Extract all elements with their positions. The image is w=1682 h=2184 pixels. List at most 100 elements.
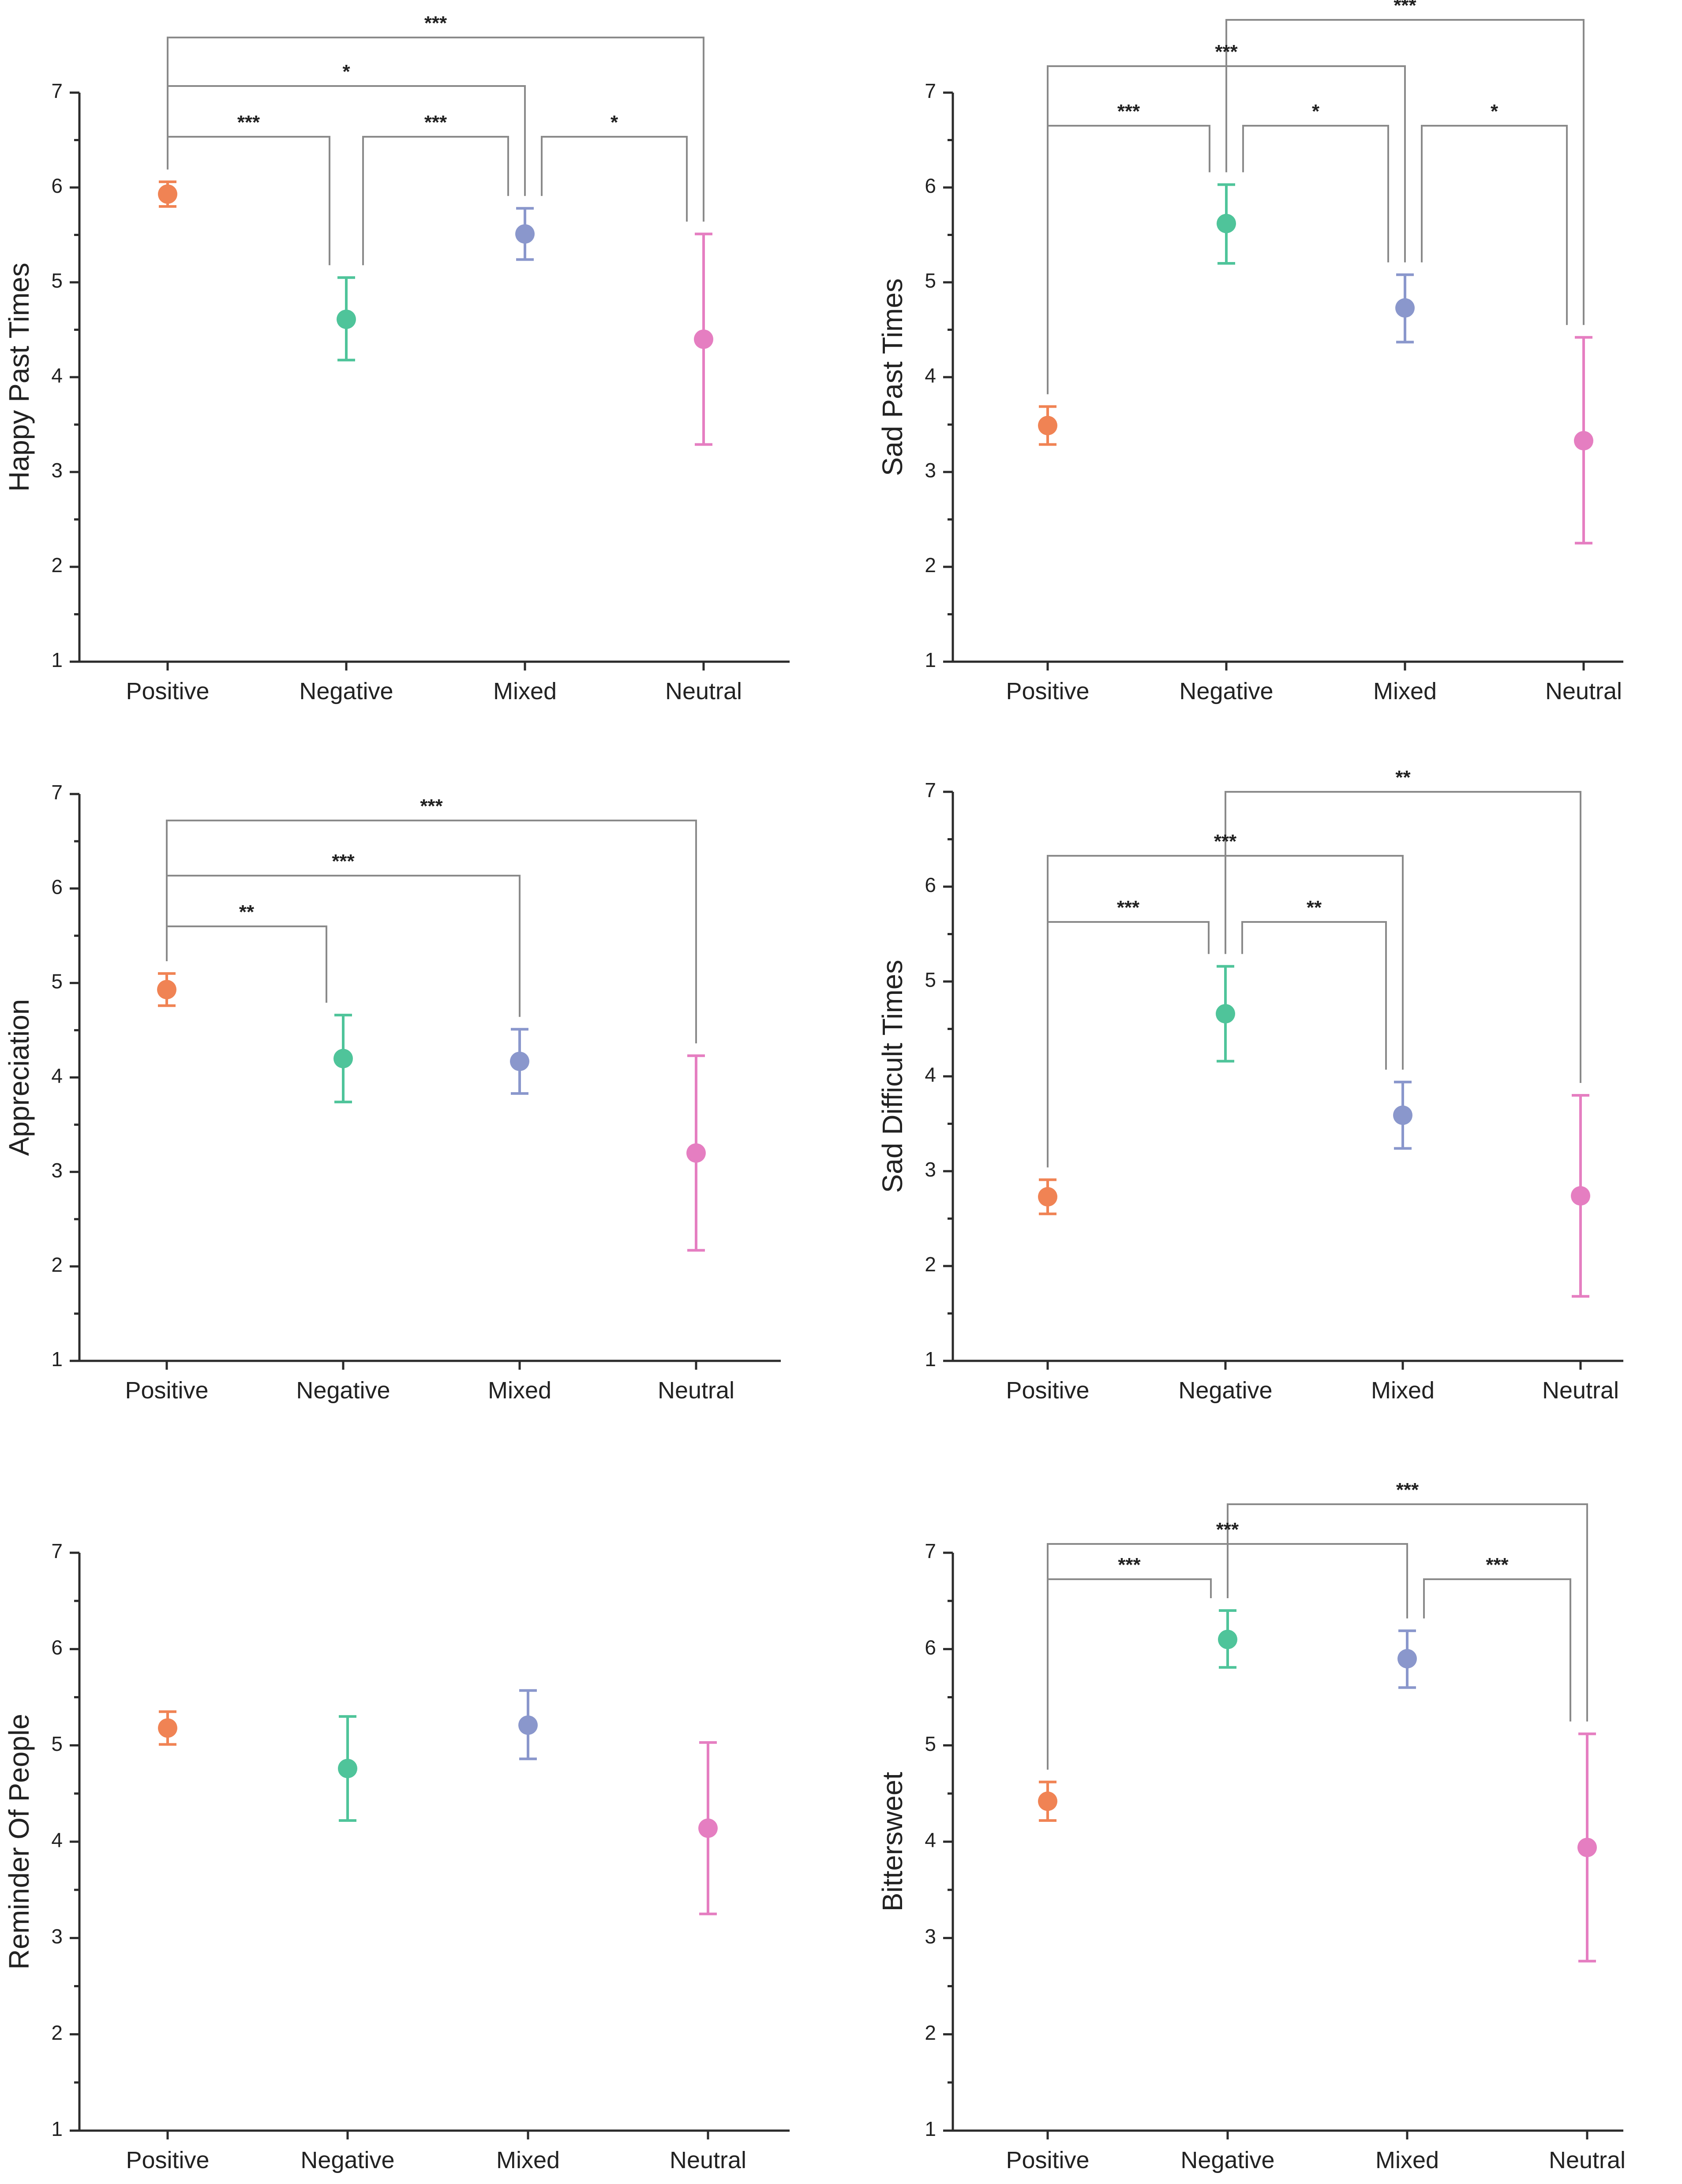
y-tick-label: 6	[925, 174, 936, 197]
y-tick-label: 3	[925, 459, 936, 482]
significance-label: ***	[424, 12, 447, 34]
data-point	[1397, 1649, 1417, 1669]
x-tick-label: Negative	[1178, 1377, 1272, 1404]
x-tick-label: Neutral	[658, 1377, 734, 1404]
chart-panel-3: 1 2 3 4 5 6 7 Positive Negative Mixed Neutral Appre…	[3, 781, 781, 1404]
y-tick-label: 1	[51, 2117, 63, 2140]
significance-label: ***	[332, 850, 355, 872]
x-tick-label: Negative	[1180, 2147, 1274, 2173]
y-tick-label: 3	[51, 1925, 63, 1948]
y-tick-label: 4	[51, 1064, 63, 1087]
data-point	[337, 309, 356, 329]
y-tick-label: 2	[51, 1253, 63, 1276]
significance-bracket	[1225, 19, 1585, 325]
data-point	[158, 184, 177, 204]
x-tick-label: Positive	[126, 2147, 209, 2173]
significance-label: ***	[1117, 101, 1140, 122]
y-tick-label: 5	[925, 968, 936, 991]
x-tick-label: Neutral	[670, 2147, 746, 2173]
y-axis-label: Bittersweet	[877, 1772, 908, 1912]
y-tick-label: 5	[51, 1732, 63, 1755]
significance-bracket	[1047, 125, 1210, 394]
y-tick-label: 1	[925, 1348, 936, 1371]
data-point	[1216, 1004, 1235, 1024]
significance-label: ***	[1215, 41, 1238, 63]
x-tick-label: Neutral	[1549, 2147, 1626, 2173]
significance-bracket	[1225, 791, 1581, 1083]
y-tick-label: 7	[51, 79, 63, 102]
data-point	[1217, 214, 1236, 233]
y-tick-label: 5	[51, 970, 63, 993]
y-tick-label: 3	[51, 459, 63, 482]
y-tick-label: 6	[925, 1636, 936, 1659]
data-point	[1574, 431, 1593, 451]
y-axis-label: Happy Past Times	[3, 262, 35, 491]
chart-panel-2: 1 2 3 4 5 6 7 Positive Negative Mixed Neutral Sad P…	[877, 0, 1623, 704]
data-point	[694, 330, 713, 349]
significance-bracket	[1047, 1578, 1212, 1770]
x-tick-label: Neutral	[1545, 678, 1622, 704]
y-tick-label: 6	[51, 1636, 63, 1659]
significance-label: *	[1312, 101, 1320, 122]
data-point	[338, 1759, 357, 1779]
data-point	[158, 1718, 177, 1738]
data-point	[698, 1818, 718, 1838]
significance-bracket	[1241, 921, 1387, 1070]
x-tick-label: Positive	[1006, 1377, 1089, 1404]
significance-label: ***	[424, 112, 447, 133]
x-tick-label: Mixed	[1371, 1377, 1435, 1404]
y-tick-label: 6	[51, 174, 63, 197]
y-tick-label: 4	[51, 1828, 63, 1851]
y-tick-label: 2	[925, 2021, 936, 2044]
significance-label: ***	[1117, 897, 1140, 918]
data-point	[1038, 1187, 1057, 1207]
significance-label: **	[1307, 897, 1322, 918]
y-tick-label: 6	[51, 875, 63, 898]
data-point	[1571, 1186, 1590, 1206]
significance-bracket	[166, 925, 327, 1003]
y-tick-label: 7	[51, 1540, 63, 1562]
x-tick-label: Mixed	[1375, 2147, 1439, 2173]
significance-label: ***	[1214, 831, 1237, 852]
chart-panel-4: 1 2 3 4 5 6 7 Positive Negative Mixed Neutral Sad D…	[877, 767, 1623, 1404]
y-tick-label: 2	[925, 554, 936, 577]
y-axis-label: Sad Difficult Times	[877, 960, 908, 1193]
x-tick-label: Positive	[1006, 2147, 1089, 2173]
y-tick-label: 2	[51, 554, 63, 577]
data-point	[515, 224, 535, 244]
x-tick-label: Positive	[125, 1377, 208, 1404]
significance-bracket	[167, 85, 526, 196]
significance-label: ***	[420, 795, 443, 817]
y-tick-label: 3	[925, 1925, 936, 1948]
x-tick-label: Mixed	[496, 2147, 560, 2173]
x-tick-label: Mixed	[488, 1377, 551, 1404]
data-point	[1395, 298, 1415, 318]
significance-label: ***	[1486, 1554, 1509, 1576]
data-point	[1393, 1105, 1412, 1125]
chart-panel-5: 1 2 3 4 5 6 7 Positive Negative Mixed Neutral Remin…	[3, 1540, 790, 2173]
x-tick-label: Positive	[1006, 678, 1089, 704]
y-tick-label: 7	[925, 1540, 936, 1562]
significance-bracket	[166, 875, 521, 1017]
significance-label: ***	[1216, 1519, 1239, 1540]
data-point	[1038, 1791, 1057, 1811]
y-tick-label: 7	[51, 781, 63, 804]
y-tick-label: 1	[51, 1348, 63, 1371]
y-tick-label: 7	[925, 79, 936, 102]
significance-bracket	[541, 136, 688, 222]
y-tick-label: 7	[925, 779, 936, 802]
y-tick-label: 4	[51, 364, 63, 387]
significance-bracket	[1421, 125, 1568, 325]
data-point	[1577, 1838, 1597, 1858]
significance-bracket	[167, 136, 330, 266]
x-tick-label: Neutral	[1542, 1377, 1619, 1404]
significance-label: **	[1395, 767, 1411, 788]
y-axis-label: Reminder Of People	[3, 1714, 35, 1970]
y-axis-label: Sad Past Times	[877, 278, 908, 476]
y-tick-label: 5	[51, 269, 63, 292]
data-point	[518, 1715, 538, 1735]
data-point	[510, 1052, 529, 1071]
significance-label: ***	[237, 112, 260, 133]
